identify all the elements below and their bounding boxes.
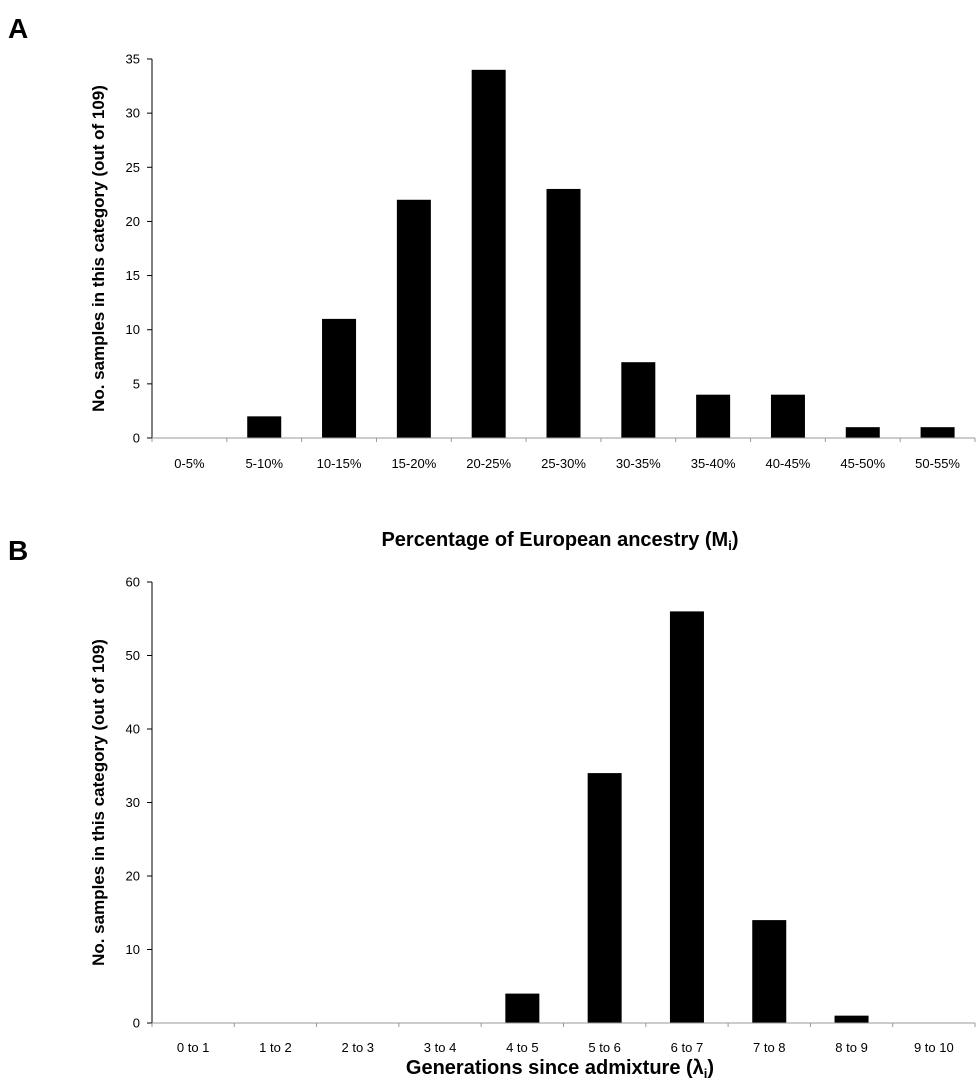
panel-a-bar (621, 362, 656, 438)
panel-a-bar (396, 199, 431, 438)
panel-b-x-axis-title-subscript: i (704, 1066, 708, 1080)
panel-b-x-tick-label: 4 to 5 (506, 1040, 539, 1055)
panel-b-x-tick-label: 1 to 2 (259, 1040, 292, 1055)
panel-b-bar (752, 920, 787, 1023)
panel-b-x-tick-label: 5 to 6 (588, 1040, 621, 1055)
panel-a-y-axis-title: No. samples in this category (out of 109… (89, 85, 108, 412)
panel-b-x-tick-label: 0 to 1 (177, 1040, 210, 1055)
panel-a: A 0 5 10 15 20 25 30 35 0-5% 5-10% 10-15% 15-20% 20… (8, 13, 976, 553)
panel-a-x-axis-title: Percentage of European ancestry (Mi) (381, 529, 738, 553)
panel-b-y-tick-label: 10 (126, 942, 140, 957)
panel-b-letter: B (8, 535, 28, 566)
panel-b-y-tick-label: 20 (126, 869, 140, 884)
panel-a-x-axis-title-main: Percentage of European ancestry (M (381, 529, 728, 551)
panel-a-x-tick-label: 5-10% (245, 456, 283, 471)
panel-a-bar (322, 318, 357, 438)
panel-a-letter: A (8, 13, 28, 44)
panel-a-x-tick-label: 35-40% (691, 456, 736, 471)
panel-a-y-tick-label: 30 (126, 106, 140, 121)
panel-b: B 0 10 20 30 40 50 60 0 to 1 1 to 2 2 to 3 3 to 4… (8, 535, 976, 1080)
panel-b-y-tick-label: 60 (126, 575, 140, 590)
panel-b-y-tick-label: 40 (126, 722, 140, 737)
panel-a-y-tick-label: 5 (133, 376, 140, 391)
panel-a-x-tick-label: 10-15% (317, 456, 362, 471)
panel-b-y-tick-label: 0 (133, 1016, 140, 1031)
panel-b-bars (505, 611, 869, 1023)
panel-b-bar (587, 773, 622, 1023)
panel-a-x-axis-title-close: ) (732, 529, 739, 551)
panel-b-x-tick-label: 7 to 8 (753, 1040, 786, 1055)
panel-a-bar (546, 188, 581, 438)
panel-a-x-tick-label: 25-30% (541, 456, 586, 471)
panel-a-y-tick-label: 20 (126, 214, 140, 229)
panel-b-y-axis-title: No. samples in this category (out of 109… (89, 639, 108, 966)
panel-b-x-tick-label: 6 to 7 (671, 1040, 704, 1055)
panel-b-x-tick-label: 8 to 9 (835, 1040, 868, 1055)
panel-b-bar (505, 993, 540, 1023)
panel-b-x-tick-label: 2 to 3 (341, 1040, 374, 1055)
panel-a-bar (247, 416, 282, 438)
panel-b-x-axis-title-close: ) (707, 1057, 714, 1079)
panel-a-x-tick-label: 30-35% (616, 456, 661, 471)
panel-a-bar (770, 394, 805, 438)
panel-a-x-tick-label: 20-25% (466, 456, 511, 471)
panel-a-bar (696, 394, 731, 438)
panel-a-bar (920, 427, 955, 438)
panel-b-bar (669, 611, 704, 1023)
panel-b-y-tick-label: 50 (126, 648, 140, 663)
panel-a-bar (471, 69, 506, 438)
panel-a-x-ticks: 0-5% 5-10% 10-15% 15-20% 20-25% 25-30% 30-35% 3… (151, 438, 976, 471)
panel-a-x-tick-label: 0-5% (174, 456, 205, 471)
panel-b-x-tick-label: 3 to 4 (424, 1040, 457, 1055)
panel-b-x-tick-label: 9 to 10 (914, 1040, 954, 1055)
panel-a-x-tick-label: 45-50% (840, 456, 885, 471)
panel-b-bar (834, 1015, 869, 1023)
panel-b-y-ticks: 0 10 20 30 40 50 60 (126, 575, 152, 1031)
panel-a-bars (247, 69, 955, 438)
panel-b-x-axis-title-main: Generations since admixture (λ (406, 1057, 704, 1079)
panel-a-x-tick-label: 40-45% (766, 456, 811, 471)
panel-b-x-axis-title: Generations since admixture (λi) (406, 1057, 714, 1080)
panel-a-bar (845, 427, 880, 438)
panel-a-x-tick-label: 15-20% (391, 456, 436, 471)
panel-a-x-axis-title-subscript: i (728, 538, 732, 553)
panel-a-y-tick-label: 10 (126, 322, 140, 337)
panel-a-y-tick-label: 25 (126, 160, 140, 175)
panel-b-y-tick-label: 30 (126, 795, 140, 810)
panel-a-y-tick-label: 35 (126, 52, 140, 67)
panel-b-x-ticks: 0 to 1 1 to 2 2 to 3 3 to 4 4 to 5 5 to 6 6 to… (151, 1023, 976, 1055)
panel-a-x-tick-label: 50-55% (915, 456, 960, 471)
panel-a-y-tick-label: 0 (133, 431, 140, 446)
panel-a-y-ticks: 0 5 10 15 20 25 30 35 (126, 52, 152, 446)
panel-a-y-tick-label: 15 (126, 268, 140, 283)
